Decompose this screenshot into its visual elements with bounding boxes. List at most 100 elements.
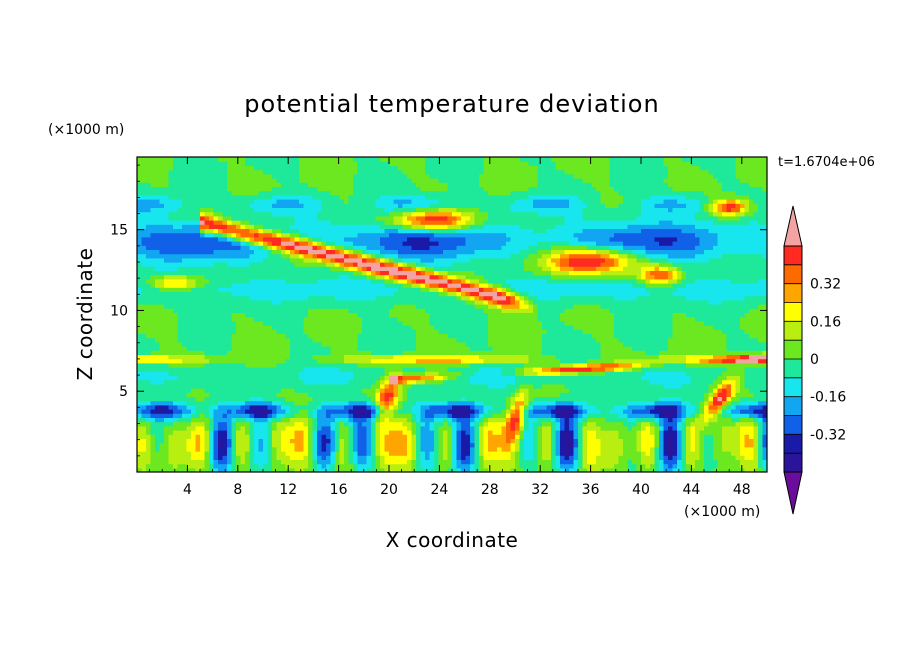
contour-cell xyxy=(591,379,597,385)
contour-cell xyxy=(587,421,593,427)
contour-cell xyxy=(627,459,633,465)
contour-cell xyxy=(353,341,359,347)
contour-cell xyxy=(254,455,260,460)
contour-cell xyxy=(339,430,345,435)
contour-cell xyxy=(560,451,566,456)
contour-cell xyxy=(213,425,219,431)
contour-cell xyxy=(146,417,152,423)
contour-cell xyxy=(416,333,422,339)
contour-cell xyxy=(294,388,300,393)
contour-cell xyxy=(753,413,759,418)
contour-cell xyxy=(344,383,350,389)
contour-cell xyxy=(222,459,228,465)
contour-cell xyxy=(290,430,296,435)
contour-cell xyxy=(429,430,435,435)
contour-cell xyxy=(317,392,323,397)
contour-cell xyxy=(191,434,197,439)
contour-cell xyxy=(524,409,530,414)
contour-cell xyxy=(344,320,350,326)
contour-cell xyxy=(641,455,647,460)
contour-cell xyxy=(245,455,251,460)
contour-cell xyxy=(528,421,534,427)
contour-cell xyxy=(236,446,242,452)
contour-cell xyxy=(461,354,467,360)
contour-cell xyxy=(299,383,305,389)
contour-cell xyxy=(744,463,750,469)
contour-cell xyxy=(537,375,543,381)
contour-cell xyxy=(213,430,219,435)
contour-cell xyxy=(618,430,624,435)
contour-cell xyxy=(596,350,602,355)
contour-cell xyxy=(735,341,741,347)
contour-cell xyxy=(245,341,251,347)
contour-cell xyxy=(362,375,368,381)
contour-cell xyxy=(560,350,566,355)
contour-cell xyxy=(200,413,206,418)
contour-cell xyxy=(474,438,480,444)
contour-cell xyxy=(533,451,539,456)
contour-cell xyxy=(339,438,345,444)
contour-cell xyxy=(294,362,300,368)
contour-cell xyxy=(317,337,323,343)
contour-cell xyxy=(465,367,471,372)
contour-cell xyxy=(546,459,552,465)
contour-cell xyxy=(452,337,458,343)
contour-cell xyxy=(623,392,629,397)
contour-cell xyxy=(506,442,512,448)
contour-cell xyxy=(528,417,534,423)
contour-cell xyxy=(686,329,692,334)
contour-cell xyxy=(375,451,381,456)
contour-cell xyxy=(726,333,732,339)
contour-cell xyxy=(650,467,656,472)
contour-cell xyxy=(654,362,660,368)
contour-cell xyxy=(294,337,300,343)
contour-cell xyxy=(209,463,215,469)
contour-cell xyxy=(632,459,638,465)
contour-cell xyxy=(168,434,174,439)
contour-cell xyxy=(191,459,197,465)
contour-cell xyxy=(758,446,764,452)
contour-cell xyxy=(618,400,624,406)
contour-cell xyxy=(465,430,471,435)
contour-cell xyxy=(240,341,246,347)
contour-cell xyxy=(447,388,453,393)
contour-cell xyxy=(164,392,170,397)
contour-cell xyxy=(695,404,701,410)
contour-cell xyxy=(371,455,377,460)
contour-cell xyxy=(578,442,584,448)
contour-cell xyxy=(542,438,548,444)
contour-cell xyxy=(609,404,615,410)
contour-cell xyxy=(443,434,449,439)
contour-cell xyxy=(420,400,426,406)
contour-cell xyxy=(357,375,363,381)
contour-cell xyxy=(627,375,633,381)
contour-cell xyxy=(699,341,705,347)
contour-cell xyxy=(362,421,368,427)
contour-cell xyxy=(555,442,561,448)
contour-cell xyxy=(290,467,296,472)
contour-cell xyxy=(335,413,341,418)
contour-cell xyxy=(389,404,395,410)
contour-cell xyxy=(276,430,282,435)
contour-cell xyxy=(150,425,156,431)
contour-cell xyxy=(578,404,584,410)
contour-cell xyxy=(510,409,516,414)
contour-cell xyxy=(416,438,422,444)
contour-cell xyxy=(569,367,575,372)
contour-cell xyxy=(695,392,701,397)
contour-cell xyxy=(393,346,399,351)
contour-cell xyxy=(681,400,687,406)
contour-cell xyxy=(146,320,152,326)
contour-cell xyxy=(452,446,458,452)
contour-cell xyxy=(452,367,458,372)
contour-cell xyxy=(434,354,440,360)
contour-cell xyxy=(191,438,197,444)
contour-cell xyxy=(587,413,593,418)
contour-cell xyxy=(605,329,611,334)
contour-cell xyxy=(735,383,741,389)
contour-cell xyxy=(200,404,206,410)
contour-cell xyxy=(654,329,660,334)
contour-cell xyxy=(555,367,561,372)
contour-cell xyxy=(177,417,183,423)
contour-cell xyxy=(308,362,314,368)
